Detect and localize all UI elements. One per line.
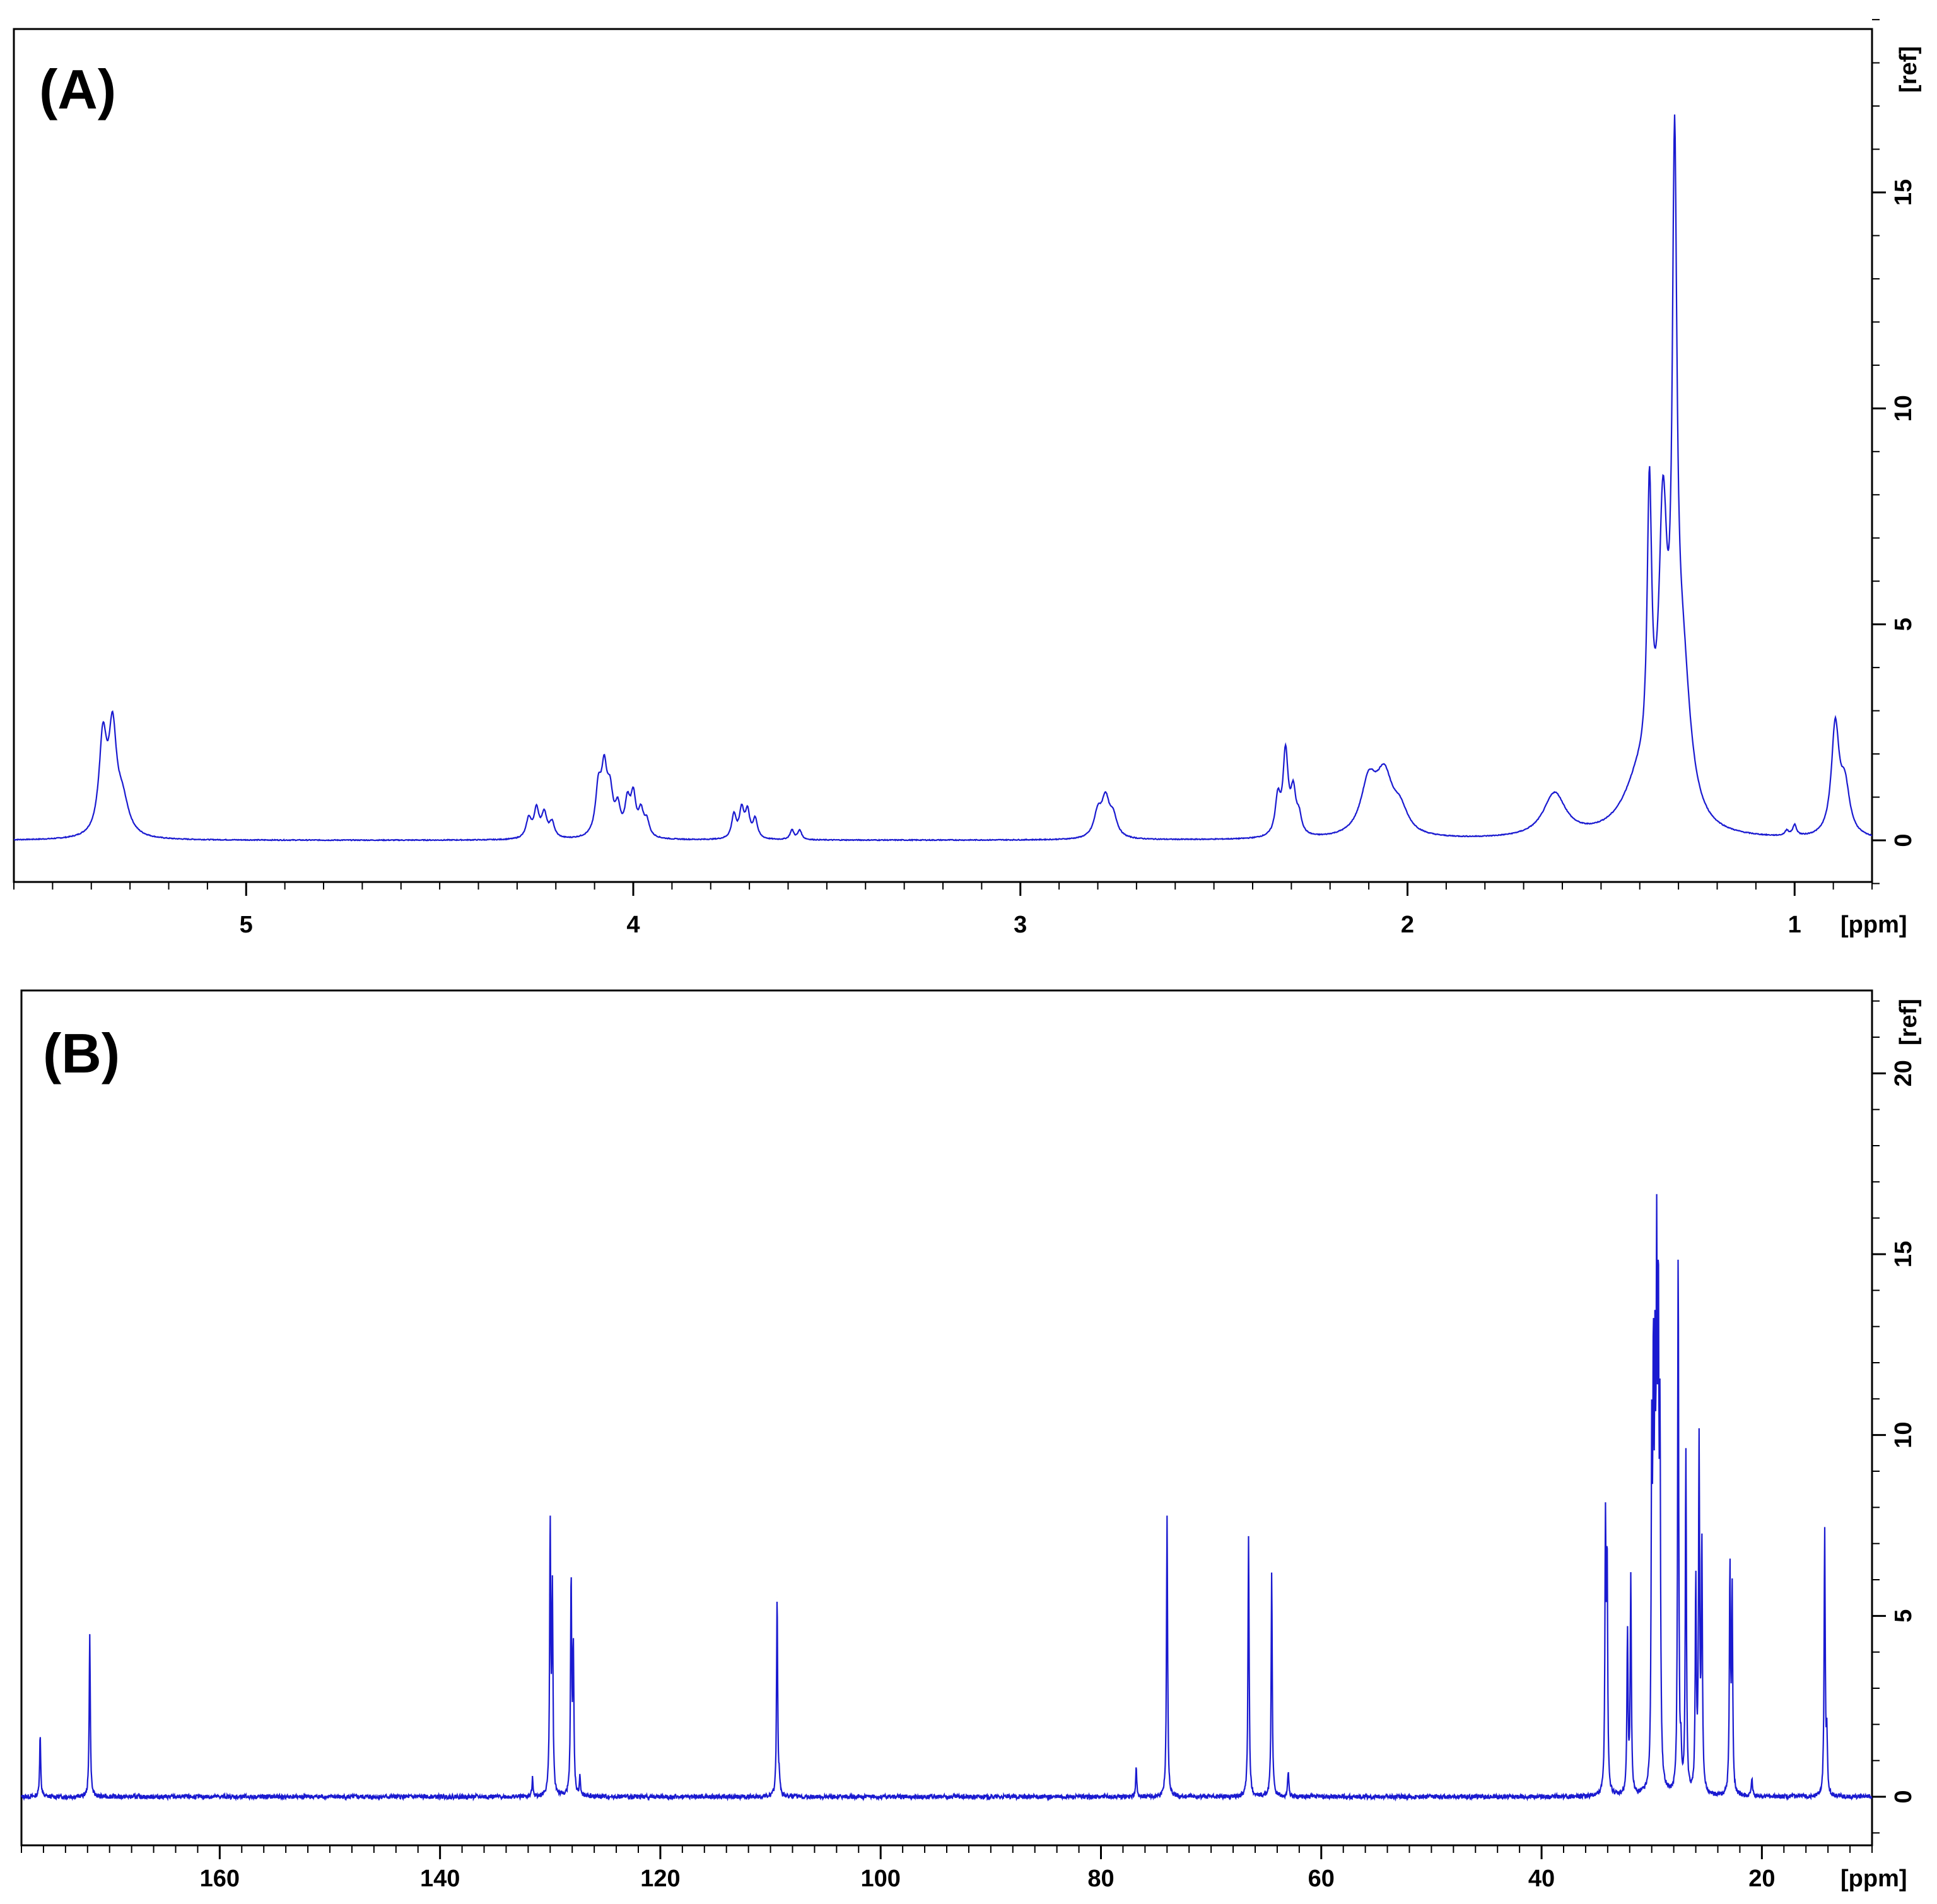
y-tick-label: 0 [1890, 833, 1917, 847]
x-tick-label: 160 [200, 1866, 240, 1892]
y-tick-label: 0 [1890, 1790, 1917, 1803]
y-tick-label: 15 [1890, 179, 1917, 206]
panel-a-label: (A) [39, 58, 116, 120]
spectrum-trace [13, 114, 1872, 842]
x-tick-label: 5 [240, 912, 253, 938]
x-tick-label: 2 [1401, 912, 1414, 938]
panel-b-frame [20, 989, 1873, 1847]
x-tick-label: 20 [1748, 1866, 1775, 1892]
y-tick-label: 10 [1890, 1422, 1917, 1449]
panel-a-plot [13, 114, 1872, 842]
x-tick-label: 3 [1014, 912, 1027, 938]
panel-a-x-axis: 5 4 3 2 1 [13, 882, 1873, 938]
panel-b-x-axis: 160 140 120 100 80 60 40 20 [21, 1845, 1873, 1892]
x-tick-label: 100 [861, 1866, 901, 1892]
x-tick-label: 60 [1308, 1866, 1335, 1892]
x-tick-label: 140 [420, 1866, 460, 1892]
panel-b-y-unit-label: [ref] [1895, 999, 1922, 1045]
y-tick-label: 5 [1890, 1609, 1917, 1623]
x-tick-label: 120 [640, 1866, 680, 1892]
panel-b-plot [21, 1194, 1873, 1802]
panel-a-y-unit-label: [ref] [1895, 46, 1922, 93]
panel-b-x-unit-label: [ppm] [1840, 1866, 1907, 1892]
x-tick-label: 80 [1087, 1866, 1114, 1892]
spectrum-trace [21, 1194, 1873, 1802]
panel-b-label: (B) [43, 1022, 120, 1084]
x-tick-label: 1 [1788, 912, 1801, 938]
y-tick-label: 20 [1890, 1060, 1917, 1086]
y-tick-label: 10 [1890, 395, 1917, 421]
x-tick-label: 4 [626, 912, 640, 938]
panel-a-frame [13, 28, 1873, 883]
x-tick-label: 40 [1528, 1866, 1555, 1892]
y-tick-label: 5 [1890, 618, 1917, 631]
y-tick-label: 15 [1890, 1241, 1917, 1267]
panel-a-x-unit-label: [ppm] [1840, 912, 1907, 938]
panel-b-y-axis: 0 5 10 15 20 [1872, 1000, 1917, 1834]
panel-a-y-axis: 0 5 10 15 [1872, 19, 1917, 884]
